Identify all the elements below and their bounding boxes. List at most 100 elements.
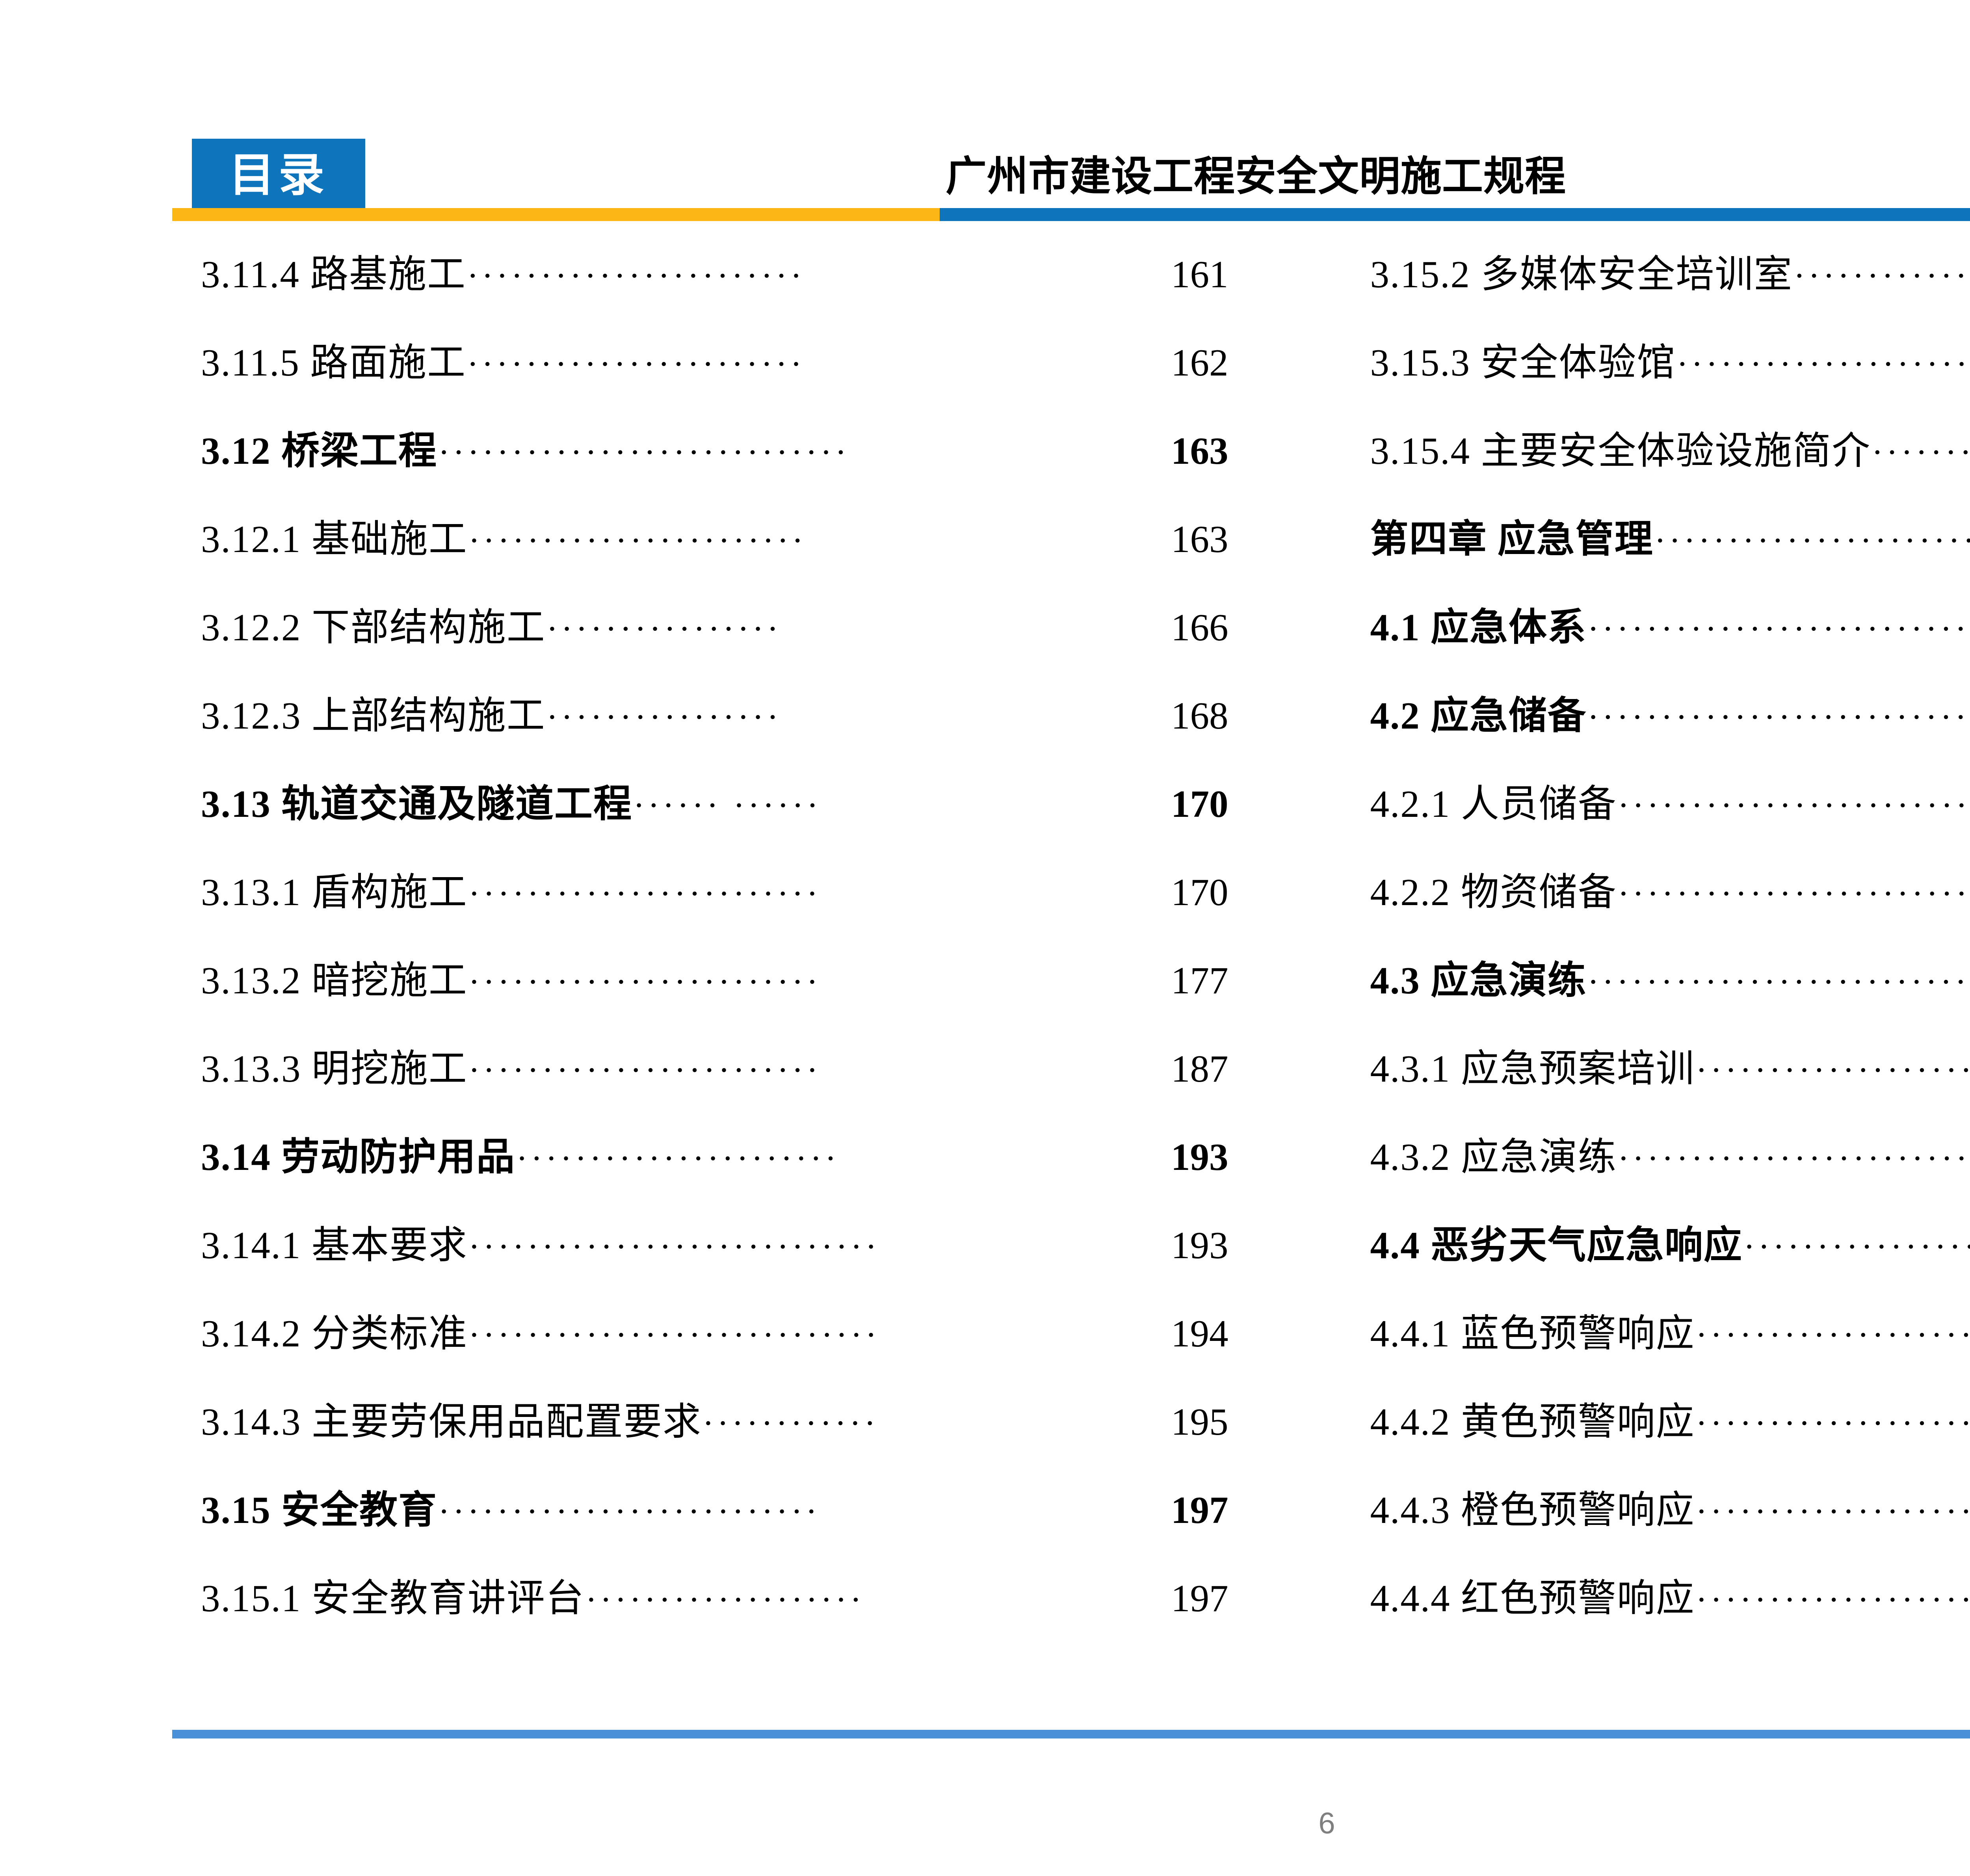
toc-entry-title: 3.15.3 安全体验馆 [1370, 342, 1676, 384]
toc-tab-badge: 目录 [192, 139, 365, 211]
toc-dot-leader: ············ [702, 1404, 879, 1443]
toc-entry-title: 4.2.2 物资储备 [1370, 871, 1617, 913]
toc-dot-leader: ······················· [467, 345, 805, 383]
toc-page-number: 168 [1171, 695, 1228, 737]
toc-entry[interactable]: 4.2 应急储备······························20… [1370, 672, 1970, 760]
toc-dot-leader: ·················· [1793, 257, 1970, 295]
toc-dot-leader: ····················· [1695, 1316, 1970, 1354]
toc-entry[interactable]: 3.15 安全教育 ·························· 197 [201, 1466, 1228, 1554]
toc-entry[interactable]: 4.4 恶劣天气应急响应···················208 [1370, 1201, 1970, 1290]
toc-dot-leader: ························ [468, 1051, 821, 1090]
toc-entry-title: 3.12.2 下部结构施工 [201, 606, 546, 649]
toc-page-number: 166 [1171, 606, 1228, 649]
toc-entry-title: 3.14.3 主要劳保用品配置要求 [201, 1401, 702, 1443]
toc-page-number: 187 [1171, 1048, 1228, 1090]
toc-dot-leader: ···························· [468, 1228, 880, 1266]
footer-rule [172, 1730, 1970, 1738]
toc-dot-leader: ··················· [585, 1581, 865, 1619]
toc-entry[interactable]: 3.15.1 安全教育讲评台 ··················· 197 [201, 1554, 1228, 1643]
toc-entry[interactable]: 3.14 劳动防护用品 ······················ 193 [201, 1113, 1228, 1201]
toc-page-number: 195 [1171, 1401, 1228, 1443]
toc-entry[interactable]: 3.15.4 主要安全体验设施简介············200 [1370, 407, 1970, 495]
toc-entry[interactable]: 3.13.2 暗挖施工 ························ 177 [201, 937, 1228, 1025]
toc-entry[interactable]: 3.12 桥梁工程 ···························· 163 [201, 407, 1228, 495]
toc-entry[interactable]: 4.4.4 红色预警响应······················211 [1370, 1554, 1970, 1643]
toc-entry-title: 3.13.1 盾构施工 [201, 871, 468, 913]
toc-dot-leader: ······························ [1587, 963, 1970, 1001]
toc-entry[interactable]: 3.12.1 基础施工 ······················· 163 [201, 495, 1228, 584]
toc-dot-leader: ············ [1872, 433, 1970, 472]
toc-entry-title: 4.4 恶劣天气应急响应 [1370, 1224, 1743, 1266]
toc-entry[interactable]: 4.4.3 橙色预警响应······················210 [1370, 1466, 1970, 1554]
header-rule-blue-segment [940, 208, 1970, 221]
toc-entry-title: 4.4.1 蓝色预警响应 [1370, 1313, 1695, 1355]
toc-entry[interactable]: 4.3 应急演练······························20… [1370, 937, 1970, 1025]
toc-entry-title: 3.12 桥梁工程 [201, 430, 437, 472]
toc-dot-leader: ··················· [1743, 1228, 1970, 1266]
toc-dot-leader: ················ [546, 610, 782, 648]
toc-dot-leader: ···························· [468, 1316, 880, 1354]
header-rule-amber-segment [172, 208, 940, 221]
toc-dot-leader: ······················ [1695, 1581, 1970, 1619]
toc-dot-leader: ·························· [1617, 875, 1970, 913]
toc-entry-title: 3.12.1 基础施工 [201, 518, 468, 560]
toc-entry[interactable]: 3.14.1 基本要求 ···························· 1… [201, 1201, 1228, 1290]
toc-dot-leader: ························ [468, 875, 821, 913]
toc-entry[interactable]: 3.12.2 下部结构施工 ················ 166 [201, 584, 1228, 672]
toc-entry[interactable]: 3.11.5 路面施工 ······················· 162 [201, 319, 1228, 407]
toc-entry[interactable]: 3.12.3 上部结构施工 ················ 168 [201, 672, 1228, 760]
toc-entry[interactable]: 3.11.4 路基施工 ······················· 161 [201, 231, 1228, 319]
toc-dot-leader: ······················ [1695, 1493, 1970, 1531]
toc-dot-leader: ······························ [1587, 610, 1970, 648]
toc-entry-title: 3.13 轨道交通及隧道工程 [201, 783, 632, 825]
toc-entry[interactable]: 4.3.2 应急演练·························207 [1370, 1113, 1970, 1201]
toc-entry[interactable]: 3.13.1 盾构施工 ························ 170 [201, 848, 1228, 937]
toc-page-number: 170 [1171, 871, 1228, 913]
toc-entry-title: 4.3.2 应急演练 [1370, 1136, 1617, 1178]
toc-dot-leader: ······················ [516, 1140, 840, 1178]
toc-dot-leader: ··························· [1676, 345, 1970, 383]
toc-entry[interactable]: 4.2.2 物资储备··························206 [1370, 848, 1970, 937]
toc-entry-title: 3.15.2 多媒体安全培训室 [1370, 253, 1793, 296]
toc-entry[interactable]: 3.14.3 主要劳保用品配置要求 ············ 195 [201, 1378, 1228, 1466]
toc-entry-title: 3.15.4 主要安全体验设施简介 [1370, 430, 1871, 472]
toc-entry[interactable]: 4.1 应急体系······························20… [1370, 584, 1970, 672]
toc-entry-title: 3.14.1 基本要求 [201, 1224, 468, 1266]
toc-page-number: 163 [1171, 518, 1228, 560]
toc-dot-leader: ······························ [1587, 698, 1970, 736]
toc-entry[interactable]: 3.13.3 明挖施工 ························ 187 [201, 1025, 1228, 1113]
toc-page-number: 193 [1171, 1224, 1228, 1266]
toc-entry-title: 3.14 劳动防护用品 [201, 1136, 515, 1178]
toc-entry-title: 3.11.4 路基施工 [201, 253, 466, 296]
toc-entry[interactable]: 4.3.1 应急预案培训·····················207 [1370, 1025, 1970, 1113]
header-rule [172, 208, 1970, 221]
toc-entry[interactable]: 4.4.1 蓝色预警响应·····················208 [1370, 1290, 1970, 1378]
toc-entry-title: 4.1 应急体系 [1370, 606, 1587, 649]
toc-entry[interactable]: 4.2.1 人员储备··························206 [1370, 760, 1970, 848]
toc-page-number: 163 [1171, 430, 1228, 472]
toc-entry-title: 3.12.3 上部结构施工 [201, 695, 546, 737]
document-title: 广州市建设工程安全文明施工规程 [946, 154, 1567, 199]
page-number: 6 [1318, 1807, 1335, 1840]
toc-entry[interactable]: 3.15.3 安全体验馆···························1… [1370, 319, 1970, 407]
toc-page-number: 197 [1171, 1489, 1228, 1531]
toc-entry-title: 3.11.5 路面施工 [201, 342, 466, 384]
toc-entry-title: 4.3 应急演练 [1370, 959, 1587, 1002]
toc-dot-leader: ····················· [1695, 1051, 1970, 1090]
toc-page-number: 193 [1171, 1136, 1228, 1178]
toc-entry[interactable]: 4.4.2 黄色预警响应·····················209 [1370, 1378, 1970, 1466]
toc-page-number: 162 [1171, 342, 1228, 384]
toc-entry[interactable]: 3.14.2 分类标准 ···························· 1… [201, 1290, 1228, 1378]
toc-entry-title: 3.15.1 安全教育讲评台 [201, 1577, 585, 1619]
toc-entry[interactable]: 3.13 轨道交通及隧道工程 ······ ······ 170 [201, 760, 1228, 848]
toc-column-right: 3.15.2 多媒体安全培训室··················1983.15… [1327, 231, 1970, 1633]
toc-dot-leader: ···························· [438, 433, 850, 472]
toc-dot-leader: ·························· [1617, 786, 1970, 825]
toc-dot-leader: ························ [468, 963, 821, 1001]
toc-entry-title: 3.13.2 暗挖施工 [201, 959, 468, 1002]
toc-page-number: 161 [1171, 253, 1228, 296]
toc-dot-leader: ······················· [468, 522, 807, 560]
toc-page-number: 197 [1171, 1577, 1228, 1619]
toc-entry[interactable]: 第四章 应急管理························204 [1370, 495, 1970, 584]
toc-entry[interactable]: 3.15.2 多媒体安全培训室··················198 [1370, 231, 1970, 319]
